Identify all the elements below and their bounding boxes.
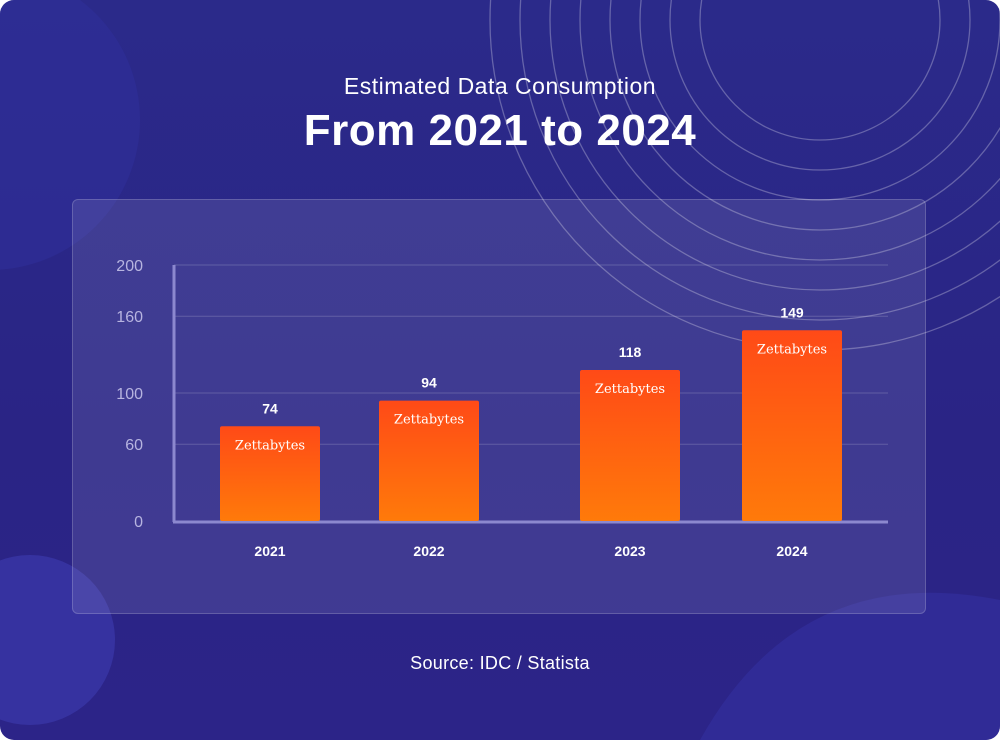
chart-title: From 2021 to 2024 (303, 106, 697, 155)
bar-unit-label: Zettabytes (235, 438, 305, 453)
x-tick-label: 2023 (614, 543, 645, 559)
bar-unit-label: Zettabytes (595, 382, 665, 397)
value-label: 74 (262, 400, 278, 416)
decor-blob-bottom-right (700, 592, 1000, 740)
decor-blob-top-left (0, 0, 140, 270)
y-tick-label: 160 (116, 309, 143, 326)
labels: 0 60 100 160 200 74 Zettabytes 2021 94 Zettabytes… (116, 258, 827, 559)
bar-2024 (742, 330, 842, 521)
bar-unit-label: Zettabytes (394, 413, 464, 428)
decor-rings (489, 0, 1000, 351)
y-tick-label: 100 (116, 386, 143, 403)
value-label: 94 (421, 375, 437, 391)
y-tick-label: 0 (134, 514, 143, 531)
x-tick-label: 2021 (254, 543, 285, 559)
y-tick-label: 60 (125, 437, 143, 454)
x-tick-label: 2022 (413, 543, 444, 559)
bar-2022 (379, 400, 479, 521)
decor-blob-bottom-left (0, 555, 115, 725)
bar-unit-label: Zettabytes (757, 342, 827, 357)
source-note: Source: IDC / Statista (410, 653, 590, 673)
y-tick-label: 200 (116, 258, 143, 275)
x-tick-label: 2024 (776, 543, 807, 559)
bar-2021 (220, 426, 320, 521)
bar-2023 (580, 369, 680, 521)
chart-subtitle: Estimated Data Consumption (343, 73, 657, 99)
value-label: 149 (780, 304, 804, 320)
axes (172, 265, 888, 524)
bars (220, 330, 842, 521)
value-label: 118 (619, 344, 642, 360)
